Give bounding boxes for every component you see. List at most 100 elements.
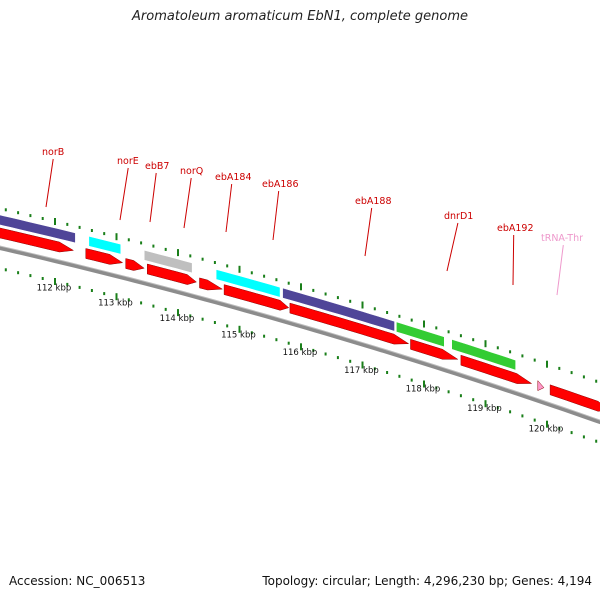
scale-tick-bottom: [287, 341, 290, 345]
gene-arrow[interactable]: [223, 284, 290, 311]
scale-tick-bottom: [275, 338, 278, 342]
scale-tick-bottom: [17, 271, 20, 275]
scale-label: 115 kbp: [221, 331, 256, 341]
scale-tick-bottom: [533, 418, 536, 422]
scale-tick-top: [398, 314, 401, 318]
annotation-track-green[interactable]: [451, 338, 517, 371]
scale-tick-top: [54, 218, 56, 225]
annotation-track-cyan[interactable]: [88, 235, 122, 255]
scale-tick-bottom: [177, 309, 179, 317]
scale-tick-top: [226, 264, 229, 268]
length-value: 4,296,230 bp: [423, 574, 504, 588]
scale-tick-bottom: [496, 406, 499, 410]
scale-tick-top: [361, 301, 364, 309]
scale-tick-top: [386, 311, 389, 314]
scale-tick-bottom: [595, 439, 598, 443]
scale-tick-top: [570, 371, 573, 375]
scale-tick-top: [66, 222, 69, 226]
scale-tick-top: [373, 307, 376, 311]
accession-label: Accession:: [9, 574, 73, 588]
scale-tick-bottom: [189, 314, 192, 318]
scale-tick-bottom: [546, 420, 548, 428]
scale-tick-top: [140, 241, 143, 245]
feature-leader-line: [225, 183, 233, 233]
scale-tick-top: [336, 296, 339, 300]
scale-tick-bottom: [410, 378, 413, 382]
scale-tick-top: [558, 366, 561, 370]
scale-tick-top: [423, 320, 425, 328]
scale-label: 119 kbp: [467, 404, 502, 414]
topology-value: circular: [322, 574, 367, 588]
scale-label: 118 kbp: [406, 385, 441, 395]
scale-tick-top: [459, 334, 462, 338]
scale-tick-top: [472, 338, 475, 342]
scale-tick-bottom: [54, 278, 56, 285]
scale-tick-top: [410, 318, 413, 322]
annotation-track-cyan[interactable]: [215, 269, 281, 298]
scale-label: 113 kbp: [98, 299, 133, 309]
scale-tick-top: [152, 244, 155, 248]
feature-label-eba186[interactable]: ebA186: [262, 179, 299, 190]
feature-label-trna-thr[interactable]: tRNA-Thr: [541, 233, 583, 244]
gene-arrow[interactable]: [549, 384, 600, 412]
gene-arrow[interactable]: [147, 263, 197, 285]
scale-tick-bottom: [423, 380, 425, 388]
scale-label: 114 kbp: [160, 314, 195, 324]
annotation-track-green[interactable]: [395, 321, 445, 348]
feature-label-norq[interactable]: norQ: [180, 166, 203, 177]
scale-tick-top: [177, 249, 179, 257]
feature-label-ebb7[interactable]: ebB7: [145, 161, 169, 172]
scale-tick-bottom: [435, 386, 438, 390]
gene-arrow[interactable]: [199, 277, 224, 291]
gene-arrow[interactable]: [460, 354, 533, 384]
scale-tick-bottom: [226, 324, 229, 328]
scale-tick-bottom: [115, 293, 118, 301]
scale-label: 120 kbp: [529, 425, 564, 435]
scale-tick-top: [115, 233, 118, 241]
feature-label-nore[interactable]: norE: [117, 156, 139, 167]
feature-label-eba188[interactable]: ebA188: [355, 196, 392, 207]
scale-tick-bottom: [29, 274, 32, 278]
scale-tick-bottom: [447, 390, 450, 394]
feature-label-eba192[interactable]: ebA192: [497, 223, 534, 234]
gene-arrow[interactable]: [125, 258, 145, 271]
scale-tick-top: [17, 211, 20, 215]
gene-arrow[interactable]: [85, 248, 124, 265]
scale-tick-top: [29, 214, 32, 218]
scale-tick-bottom: [66, 282, 69, 286]
trna-gene-arrow[interactable]: [537, 379, 545, 391]
feature-label-dnrd1[interactable]: dnrD1: [444, 211, 473, 222]
scale-tick-bottom: [582, 435, 585, 439]
gene-arrow[interactable]: [289, 302, 410, 345]
scale-tick-bottom: [570, 431, 573, 435]
scale-tick-top: [275, 278, 278, 282]
scale-tick-bottom: [459, 394, 462, 398]
map-title: Aromatoleum aromaticum EbN1, complete ge…: [132, 9, 468, 24]
annotation-track-gray[interactable]: [143, 249, 193, 274]
scale-tick-top: [189, 254, 192, 258]
annotation-track-slate[interactable]: [282, 287, 395, 332]
backbone-highlight: [0, 245, 600, 421]
scale-tick-bottom: [127, 298, 130, 302]
scale-tick-top: [509, 350, 512, 354]
genes-label: Genes:: [511, 574, 554, 588]
scale-tick-top: [287, 281, 290, 285]
feature-label-eba184[interactable]: ebA184: [215, 172, 252, 183]
gene-arrow[interactable]: [0, 225, 75, 253]
feature-leader-line: [45, 158, 54, 208]
scale-tick-top: [324, 292, 327, 296]
accession-value: NC_006513: [76, 574, 146, 588]
feature-leader-line: [183, 177, 192, 229]
scale-tick-top: [484, 340, 487, 348]
scale-tick-bottom: [90, 289, 93, 292]
scale-tick-bottom: [164, 307, 167, 311]
annotation-track-slate[interactable]: [0, 212, 76, 244]
scale-tick-bottom: [349, 359, 352, 363]
accession-info: Accession: NC_006513: [9, 574, 145, 588]
gene-arrow[interactable]: [410, 338, 459, 360]
feature-label-norb[interactable]: norB: [42, 147, 64, 158]
scale-tick-top: [595, 379, 598, 383]
scale-tick-top: [300, 283, 302, 291]
scale-tick-bottom: [398, 374, 401, 378]
